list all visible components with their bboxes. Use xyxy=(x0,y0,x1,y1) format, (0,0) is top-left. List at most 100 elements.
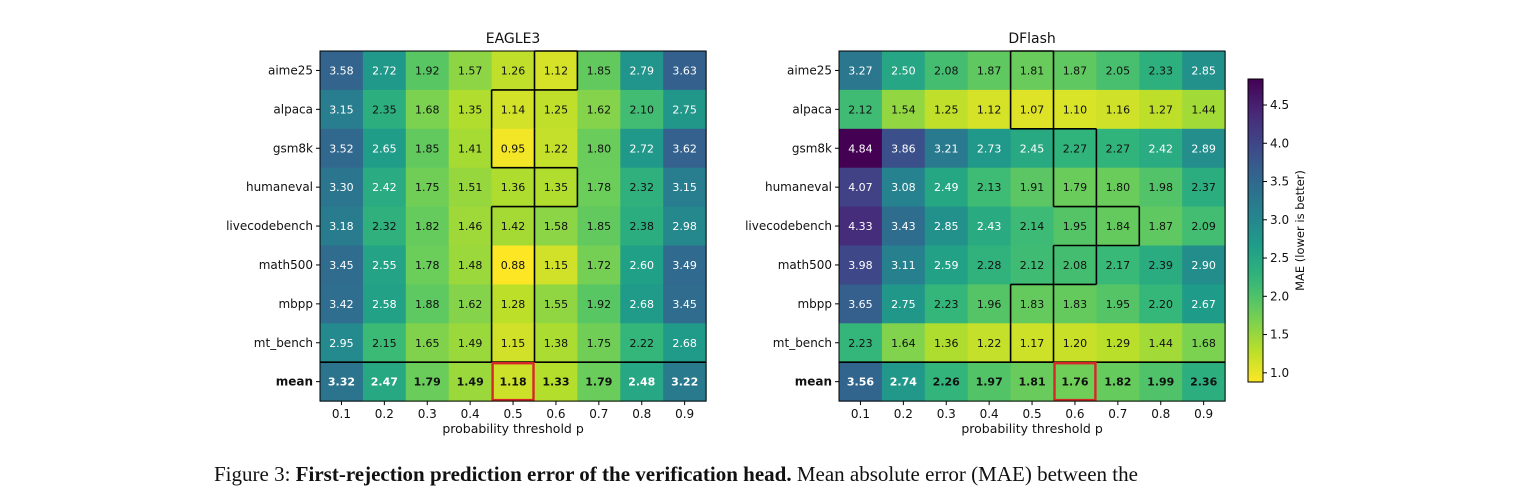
cell-value-label: 1.92 xyxy=(587,298,612,311)
cell-value-label: 2.38 xyxy=(630,220,655,233)
heatmap-cell xyxy=(881,323,926,363)
colorbar-label: MAE (lower is better) xyxy=(1293,170,1307,291)
heatmap-cell xyxy=(1010,206,1054,246)
row-label: alpaca xyxy=(792,102,832,116)
heatmap-cell xyxy=(577,284,621,324)
cell-value-label: 1.75 xyxy=(415,181,440,194)
cell-value-label: 1.83 xyxy=(1020,298,1045,311)
heatmap-cell xyxy=(1139,128,1183,169)
cell-value-label: 2.27 xyxy=(1063,142,1088,155)
x-tick-label: 0.3 xyxy=(937,407,956,421)
heatmap-cell xyxy=(534,284,578,324)
cell-value-label: 2.59 xyxy=(934,259,959,272)
heatmap-cell xyxy=(405,362,450,402)
cell-value-label: 2.09 xyxy=(1191,220,1216,233)
colorbar: 1.0 1.5 2.0 2.5 3.0 3.5 4.0 4.5 MAE (lower is be… xyxy=(1247,78,1307,383)
heatmap-cell xyxy=(320,89,364,130)
heatmap-cell xyxy=(620,245,664,285)
cell-value-label: 2.79 xyxy=(630,64,655,77)
cell-value-label: 1.07 xyxy=(1020,103,1045,116)
cell-value-label: 1.36 xyxy=(501,181,526,194)
cell-value-label: 1.10 xyxy=(1063,103,1088,116)
row-label: livecodebench xyxy=(745,219,832,233)
cell-value-label: 1.51 xyxy=(458,181,483,194)
heatmap-cell xyxy=(663,51,707,91)
cell-value-label: 1.28 xyxy=(501,298,526,311)
cell-value-label: 0.95 xyxy=(501,142,526,155)
heatmap-cell xyxy=(839,245,883,285)
heatmap-cell xyxy=(1139,89,1183,130)
cell-value-label: 3.86 xyxy=(891,142,916,155)
cell-value-label: 1.38 xyxy=(544,337,569,350)
heatmap-cell xyxy=(1139,51,1183,91)
cell-value-label: 1.85 xyxy=(587,64,612,77)
heatmap-cell xyxy=(534,89,578,130)
heatmap-cell xyxy=(663,128,707,169)
heatmap-cell xyxy=(620,167,664,208)
cell-value-label: 1.35 xyxy=(544,181,569,194)
cell-value-label: 3.21 xyxy=(934,142,959,155)
heatmap-cell xyxy=(448,245,493,285)
heatmap-cell xyxy=(577,128,621,169)
cell-value-label: 3.65 xyxy=(848,298,873,311)
heatmap-cell xyxy=(491,167,535,208)
heatmap-cell xyxy=(1182,206,1226,246)
colorbar-tick-label: 2.0 xyxy=(1270,289,1289,303)
x-tick-label: 0.4 xyxy=(461,407,480,421)
heatmap-cell xyxy=(534,245,578,285)
heatmap-cell xyxy=(362,206,407,246)
cell-value-label: 2.85 xyxy=(934,220,959,233)
row-label: math500 xyxy=(259,258,313,272)
cell-value-label: 2.89 xyxy=(1191,142,1216,155)
cell-value-label: 1.62 xyxy=(587,103,612,116)
cell-value-label: 3.08 xyxy=(891,181,916,194)
cell-value-label: 1.44 xyxy=(1149,337,1174,350)
cell-value-label: 0.88 xyxy=(501,259,526,272)
cell-value-label: 2.27 xyxy=(1106,142,1131,155)
cell-value-label: 1.33 xyxy=(542,376,569,389)
heatmap-cell xyxy=(1096,167,1140,208)
cell-value-label: 1.25 xyxy=(544,103,569,116)
heatmap-cell xyxy=(1010,89,1054,130)
heatmap-cell xyxy=(362,284,407,324)
heatmap-cell xyxy=(362,128,407,169)
heatmap-cell xyxy=(320,167,364,208)
heatmap-cell xyxy=(491,323,535,363)
cell-value-label: 1.87 xyxy=(1063,64,1088,77)
cell-value-label: 2.05 xyxy=(1106,64,1131,77)
cell-value-label: 1.79 xyxy=(1063,181,1088,194)
x-tick-label: 0.8 xyxy=(1151,407,1170,421)
heatmap-cell xyxy=(448,51,493,91)
cell-value-label: 2.45 xyxy=(1020,142,1045,155)
heatmap-cell xyxy=(1139,206,1183,246)
heatmap-cell xyxy=(1182,362,1226,402)
row-label: mean xyxy=(276,375,313,389)
cell-value-label: 2.90 xyxy=(1191,259,1216,272)
heatmap-cell xyxy=(839,284,883,324)
heatmap-cell xyxy=(967,323,1012,363)
heatmap-cell xyxy=(881,167,926,208)
x-tick-label: 0.4 xyxy=(980,407,999,421)
colorbar-tick-label: 1.5 xyxy=(1270,328,1289,342)
heatmap-cell xyxy=(620,323,664,363)
heatmap-cell xyxy=(663,245,707,285)
heatmap-cell xyxy=(320,206,364,246)
x-tick-label: 0.9 xyxy=(675,407,694,421)
cell-value-label: 2.20 xyxy=(1149,298,1174,311)
cell-value-label: 2.72 xyxy=(372,64,397,77)
heatmap-cell xyxy=(534,128,578,169)
cell-value-label: 1.87 xyxy=(1149,220,1174,233)
colorbar-tick-label: 2.5 xyxy=(1270,251,1289,265)
cell-value-label: 1.14 xyxy=(501,103,526,116)
heatmap-cell xyxy=(491,51,535,91)
cell-value-label: 3.49 xyxy=(672,259,697,272)
heatmap-cell xyxy=(967,245,1012,285)
heatmap-cell xyxy=(663,206,707,246)
heatmap-cell xyxy=(320,128,364,169)
cell-value-label: 1.85 xyxy=(587,220,612,233)
heatmap-cell xyxy=(924,284,969,324)
cell-value-label: 3.30 xyxy=(329,181,354,194)
heatmap-cell xyxy=(1096,323,1140,363)
cell-value-label: 1.49 xyxy=(457,376,484,389)
